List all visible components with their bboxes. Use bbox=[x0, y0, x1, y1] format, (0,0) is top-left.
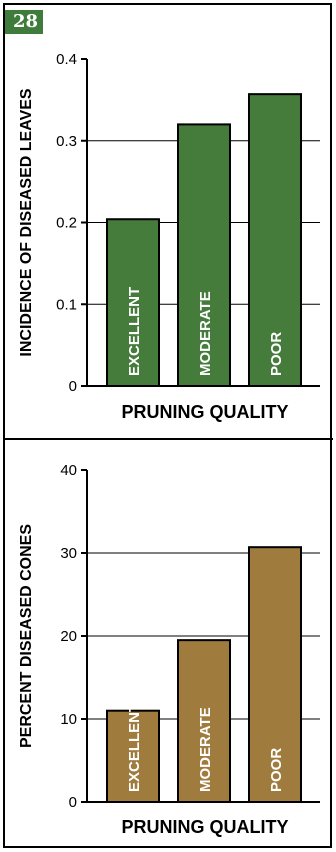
y-tick-label: 0.4 bbox=[56, 51, 77, 68]
y-tick-label: 0 bbox=[69, 794, 77, 811]
y-tick-label: 0.2 bbox=[56, 215, 77, 232]
bar bbox=[177, 123, 231, 388]
y-tick-label: 0 bbox=[69, 378, 77, 395]
y-tick-label: 0.1 bbox=[56, 296, 77, 313]
y-tick-label: 30 bbox=[60, 545, 77, 562]
bar-label: EXCELLENT bbox=[126, 287, 143, 376]
y-axis-title: PERCENT DISEASED CONES bbox=[18, 524, 35, 748]
bar-label: MODERATE bbox=[197, 707, 214, 792]
figure-number-badge: 28 bbox=[5, 10, 43, 34]
leaves-chart: 0 0.1 0.2 0.3 0.4 EXCELLENT MODERATE POOR INCIDE… bbox=[18, 51, 320, 422]
bar-label: MODERATE bbox=[197, 291, 214, 376]
bar-label: POOR bbox=[268, 332, 285, 376]
bar-label: POOR bbox=[268, 748, 285, 792]
y-tick-label: 10 bbox=[60, 711, 77, 728]
bar-label: EXCELLENT bbox=[126, 703, 143, 792]
x-axis-title: PRUNING QUALITY bbox=[121, 817, 288, 837]
cones-chart: 010203040EXCELLENTEXCELLENTMODERATEPOORP… bbox=[18, 462, 320, 837]
y-tick-label: 40 bbox=[60, 462, 77, 479]
bar bbox=[248, 93, 302, 387]
figure-frame bbox=[3, 3, 332, 848]
x-axis-title: PRUNING QUALITY bbox=[121, 402, 288, 422]
y-axis-title: INCIDENCE OF DISEASED LEAVES bbox=[18, 88, 35, 357]
y-tick-label: 0.3 bbox=[56, 133, 77, 150]
y-tick-label: 20 bbox=[60, 628, 77, 645]
panel-divider bbox=[3, 438, 333, 440]
